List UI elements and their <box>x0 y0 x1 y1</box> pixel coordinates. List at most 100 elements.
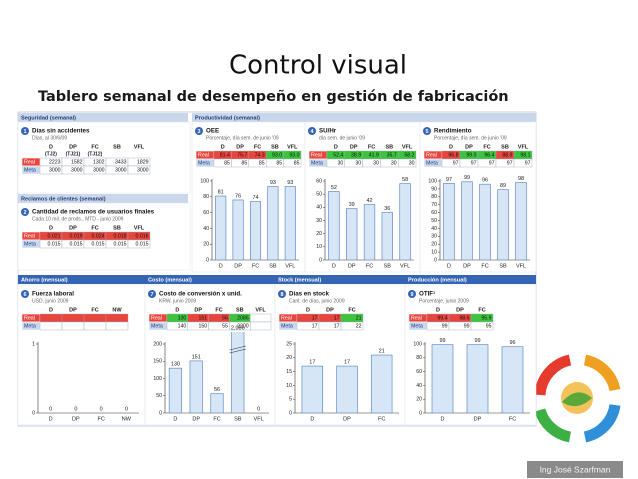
cell-value: 0.018 <box>114 234 127 240</box>
x-tick-label: D <box>49 416 53 422</box>
bar <box>515 182 527 260</box>
cell-value: 2223 <box>49 160 61 166</box>
column-header: D <box>49 144 53 150</box>
x-tick-label: NW <box>122 416 132 422</box>
y-tick-label: 40 <box>416 383 422 389</box>
y-tick-label: 40 <box>431 226 437 232</box>
panel-number: 2 <box>23 210 26 216</box>
table-cell <box>61 313 85 323</box>
cell-value: 17 <box>334 316 340 322</box>
table-cell <box>283 158 302 168</box>
bar <box>443 183 455 260</box>
x-tick-label: FC <box>252 263 259 269</box>
slide-subtitle: Tablero semanal de desempeño en gestión … <box>38 89 509 105</box>
column-header: FC <box>91 225 98 231</box>
data-label: 21 <box>379 348 385 354</box>
data-label: 93 <box>287 180 293 186</box>
cell-value: 97 <box>471 161 477 167</box>
x-tick-label: FC <box>378 416 385 422</box>
data-label: 36 <box>384 206 390 212</box>
bar <box>215 195 227 260</box>
axis-break <box>229 345 247 351</box>
y-tick-label: 70 <box>431 202 437 208</box>
cell-value: 30 <box>373 161 379 167</box>
cell-value: 95 <box>486 324 492 330</box>
section-header <box>405 275 536 284</box>
cell-value: 85 <box>259 161 265 167</box>
x-tick-label: VFL <box>285 263 295 269</box>
y-tick-label: 10 <box>286 383 292 389</box>
cell-value: 99.0 <box>466 153 476 159</box>
y-tick-label: 20 <box>316 231 322 237</box>
y-tick-label: 100 <box>200 178 209 184</box>
column-header: FC <box>215 307 222 313</box>
section-header <box>275 275 405 284</box>
section-header <box>192 113 536 122</box>
y-tick-label: 10 <box>316 244 322 250</box>
cell-value: 2086 <box>237 316 249 322</box>
table-cell <box>249 321 272 331</box>
y-tick-label: 0 <box>319 257 322 263</box>
panel-subtitle: Días, al 30/6/09 <box>32 135 67 141</box>
cell-value: 1829 <box>137 160 149 166</box>
footer-bar <box>527 461 623 478</box>
footer: Ing José Szarfman <box>540 464 611 474</box>
panel-title: Rendimiento <box>434 128 472 135</box>
data-label: 99 <box>439 338 445 344</box>
row-label: Meta <box>24 242 36 248</box>
bar <box>336 365 358 413</box>
panel-number-badge <box>195 127 203 135</box>
y-tick-label: 20 <box>203 242 209 248</box>
y-tick-label: 5 <box>289 397 292 403</box>
column-header: SB <box>113 144 121 150</box>
section-title: Producción (mensual) <box>408 277 467 283</box>
column-header: VFL <box>402 144 413 150</box>
cell-value: 0.015 <box>48 242 61 248</box>
cell-value: 17 <box>312 316 318 322</box>
data-label: 81 <box>218 189 224 195</box>
column-header: NW <box>112 307 122 313</box>
data-label: 0 <box>257 406 260 412</box>
x-tick-label: SB <box>384 263 392 269</box>
y-tick-label: 0 <box>159 410 162 416</box>
x-tick-label: SB <box>499 263 507 269</box>
cell-value: 30 <box>338 161 344 167</box>
x-tick-label: SB <box>269 263 277 269</box>
column-header: SB <box>501 144 509 150</box>
section-title: Costo (mensual) <box>148 277 192 283</box>
panel <box>144 284 276 426</box>
data-label: 58 <box>402 177 408 183</box>
data-label: 17 <box>344 360 350 366</box>
row-label: Meta <box>24 324 36 330</box>
section-title: Productividad (semanal) <box>195 115 260 121</box>
data-label: 93 <box>270 180 276 186</box>
cell-value: 130 <box>178 316 187 322</box>
x-tick-label: D <box>441 416 445 422</box>
bar <box>479 183 491 260</box>
column-header: DP <box>465 144 473 150</box>
panel-number: 9 <box>410 292 413 298</box>
section-title: Seguridad (semanal) <box>21 115 76 121</box>
cell-value: 93.0 <box>272 153 282 159</box>
cell-value: 98.1 <box>520 153 530 159</box>
data-label: 99 <box>474 338 480 344</box>
y-tick-label: 150 <box>153 359 162 365</box>
data-label: 0 <box>49 406 52 412</box>
bar <box>231 332 245 413</box>
panel-subtitle: USD, junio 2009 <box>32 298 69 304</box>
column-header: VFL <box>518 144 529 150</box>
bar <box>168 367 182 413</box>
cell-value: 96.8 <box>448 153 458 159</box>
y-tick-label: 15 <box>286 369 292 375</box>
data-label: 39 <box>349 202 355 208</box>
y-tick-label: 100 <box>428 178 437 184</box>
cell-value: 140 <box>178 324 187 330</box>
row-label: Meta <box>411 324 423 330</box>
panel-number: 1 <box>23 129 26 135</box>
row-label: Real <box>24 316 35 322</box>
table-cell <box>61 321 85 331</box>
column-header: D <box>175 307 179 313</box>
cell-value: 97 <box>507 161 513 167</box>
cell-value: 1302 <box>93 160 105 166</box>
